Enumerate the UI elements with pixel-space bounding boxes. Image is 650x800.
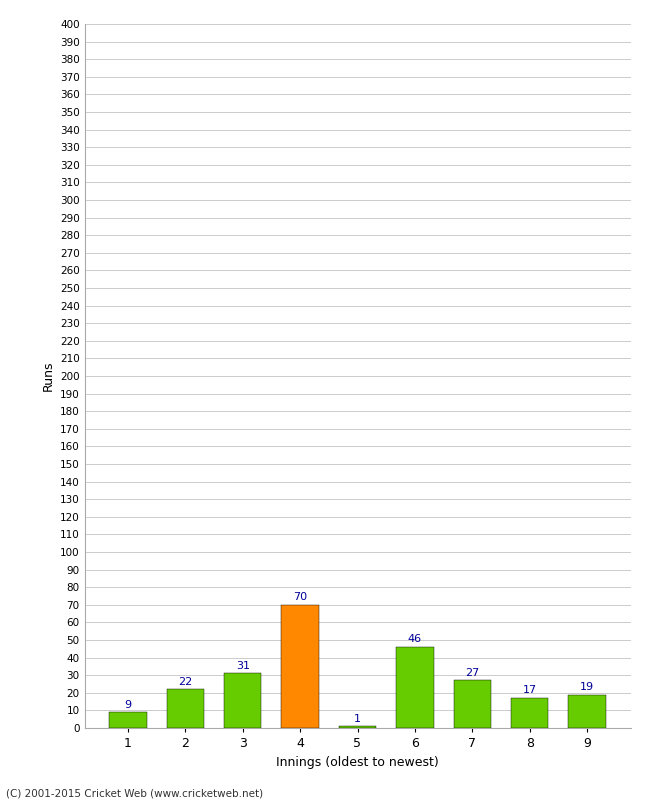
X-axis label: Innings (oldest to newest): Innings (oldest to newest) (276, 755, 439, 769)
Bar (511, 698, 549, 728)
Bar (568, 694, 606, 728)
Text: 22: 22 (178, 677, 192, 686)
Text: 31: 31 (236, 661, 250, 670)
Y-axis label: Runs: Runs (42, 361, 55, 391)
Bar (166, 690, 204, 728)
Bar (224, 674, 261, 728)
Bar (454, 681, 491, 728)
Text: 1: 1 (354, 714, 361, 724)
Bar (281, 605, 318, 728)
Bar (109, 712, 147, 728)
Bar (396, 647, 434, 728)
Text: 9: 9 (124, 699, 131, 710)
Text: 27: 27 (465, 668, 480, 678)
Text: 70: 70 (293, 592, 307, 602)
Text: 17: 17 (523, 686, 537, 695)
Text: 46: 46 (408, 634, 422, 645)
Text: (C) 2001-2015 Cricket Web (www.cricketweb.net): (C) 2001-2015 Cricket Web (www.cricketwe… (6, 788, 264, 798)
Text: 19: 19 (580, 682, 594, 692)
Bar (339, 726, 376, 728)
